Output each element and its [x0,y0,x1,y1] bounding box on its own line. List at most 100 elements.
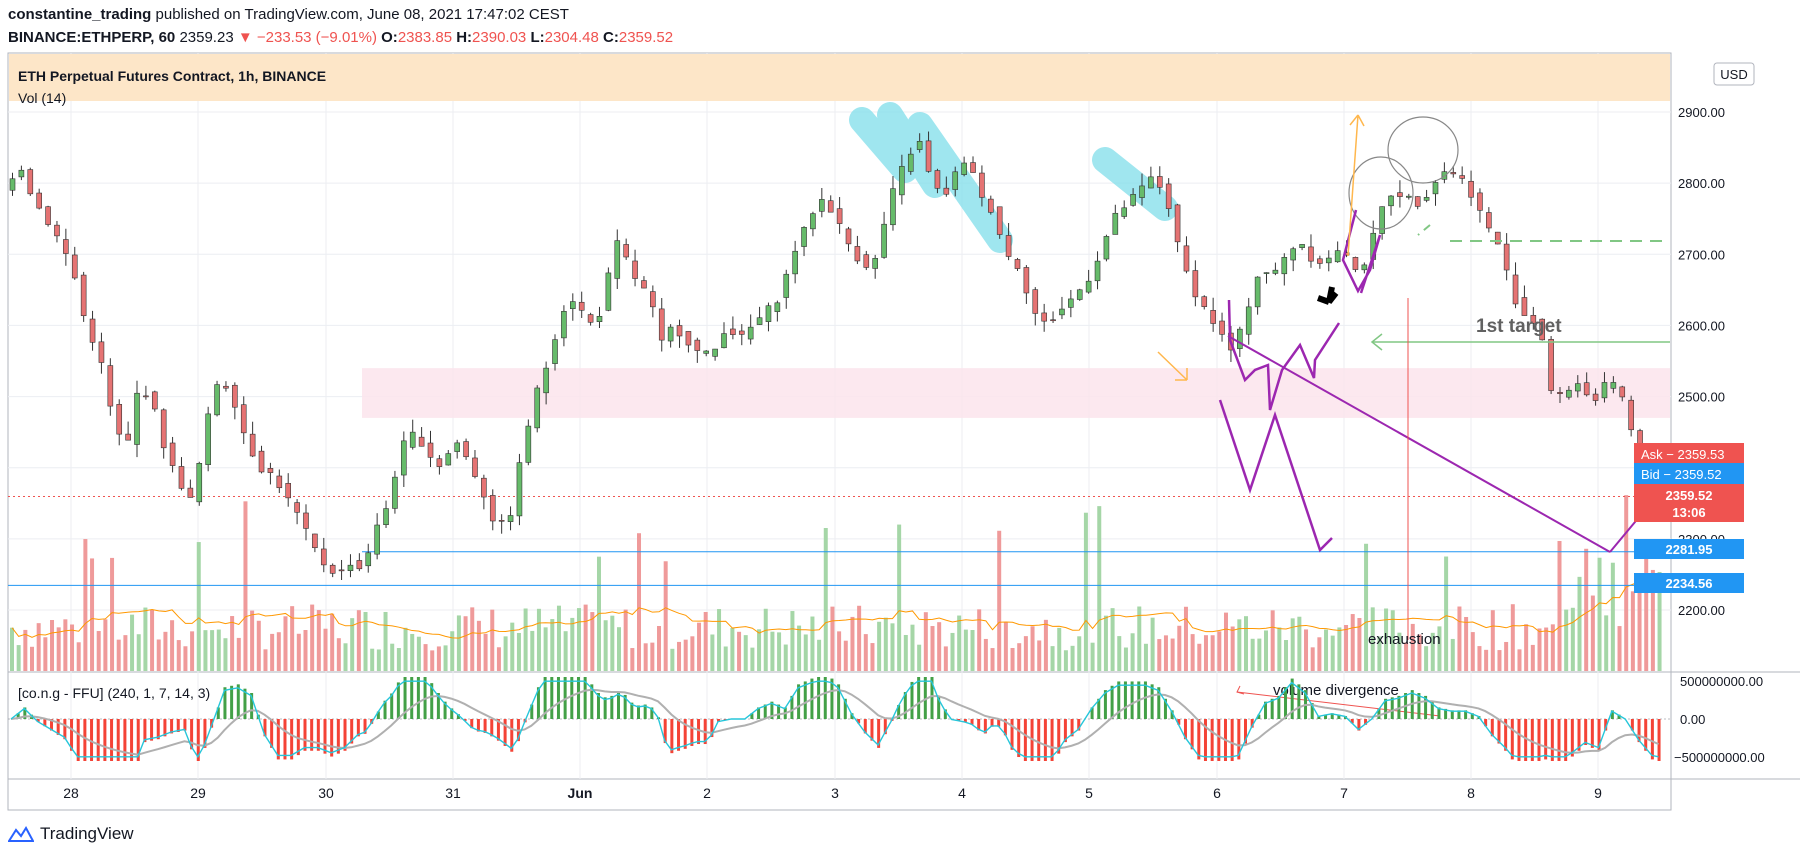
candle-body [1503,243,1510,271]
oscillator-bar [697,719,701,745]
candle-body [1103,236,1110,260]
close-value: 2359.52 [618,29,674,46]
oscillator-bar [550,677,554,719]
oscillator-bar [16,713,20,719]
projection-zigzag[interactable] [1341,209,1382,294]
oscillator-bar [1524,719,1528,761]
low-label: L: [530,29,545,46]
oscillator-bar [1310,703,1314,719]
oscillator-bar [663,719,667,744]
oscillator-bar [156,719,160,740]
volume-bar [1210,635,1215,671]
footer-brand[interactable]: TradingView [8,824,134,844]
candle-body [276,475,283,489]
volume-bar [1524,624,1529,671]
candle-body [863,254,870,268]
candle-body [872,258,878,269]
volume-bar [1350,614,1355,671]
exhaustion-label: exhaustion [1368,631,1441,648]
volume-bar [1517,649,1522,671]
time-tick: 2 [703,785,711,801]
candle-body [827,200,834,213]
candle-body [1210,310,1216,324]
oscillator-bar [536,687,540,719]
projection-zigzag-2[interactable] [1227,299,1341,411]
volume-bar [196,542,201,671]
ask-badge [1634,443,1744,464]
volume-bar [283,616,288,671]
oscillator-bar [210,719,214,728]
legend-background [9,54,1670,101]
orange-arrow-1 [1157,351,1188,381]
volume-bar [1150,617,1155,671]
volume-bar [510,622,515,671]
oscillator-bar [1644,719,1648,751]
volume-bar [383,611,388,671]
open-label: O: [381,29,398,46]
trend-line[interactable] [1227,335,1611,553]
oscillator-bar [56,719,60,735]
oscillator-bar [930,677,934,719]
circle-annotation-1[interactable] [1348,156,1414,230]
time-tick: 5 [1085,785,1093,801]
candle-body [436,458,443,467]
volume-bar [116,639,121,671]
candle-body [1254,276,1261,308]
volume-bar [1557,541,1562,671]
projection-zigzag-3[interactable] [1218,399,1333,553]
candle-body [1566,389,1572,398]
oscillator-bar [843,698,847,719]
resistance-zone[interactable] [362,368,1670,418]
volume-bar [583,604,588,671]
volume-bar [370,648,375,671]
oscillator-bar [1437,707,1441,719]
volume-bar [1003,621,1008,671]
volume-bar [1097,506,1102,671]
candle-body [9,178,16,191]
candle-body [650,291,656,308]
oscillator-bar [570,677,574,719]
volume-bar [1063,650,1068,671]
oscillator-bar [1143,681,1147,719]
oscillator-bar [1170,710,1174,719]
volume-bar [1390,610,1395,671]
volume-bar [503,636,508,671]
circle-annotation-2[interactable] [1387,116,1459,184]
time-tick: Jun [568,785,593,801]
volume-bar [1277,627,1282,671]
volume-bar [623,609,628,671]
candle-body [1486,212,1492,229]
volume-bar [363,611,368,671]
volume-bar [1457,606,1462,671]
candle-body [525,425,532,463]
candle-body [676,325,683,337]
volume-bar [456,615,461,671]
author-name[interactable]: constantine_trading [8,6,152,23]
oscillator-bar [163,719,167,737]
oscillator-bar [1357,719,1361,731]
oscillator-bar [637,705,641,719]
volume-bar [230,616,235,671]
oscillator-bar [576,677,580,719]
oscillator-bar [1243,719,1247,744]
volume-bar [330,613,335,671]
oscillator-bar [463,719,467,721]
first-target-label: 1st target [1476,316,1562,337]
currency-button[interactable] [1713,62,1755,86]
candle-body [1192,270,1199,298]
volume-bar [1384,608,1389,671]
volume-bar [1564,609,1569,671]
oscillator-bar [330,719,334,757]
volume-bar [1137,606,1142,671]
oscillator-bar [376,711,380,719]
oscillator-bar [877,719,881,748]
oscillator-bar [1444,708,1448,719]
volume-bar [1537,628,1542,671]
volume-legend: Vol (14) [18,90,66,106]
candle-body [1299,244,1305,248]
candle-body [703,350,710,354]
time-tick: 4 [958,785,966,801]
oscillator-bar [650,707,654,719]
candle-body [1263,272,1270,274]
